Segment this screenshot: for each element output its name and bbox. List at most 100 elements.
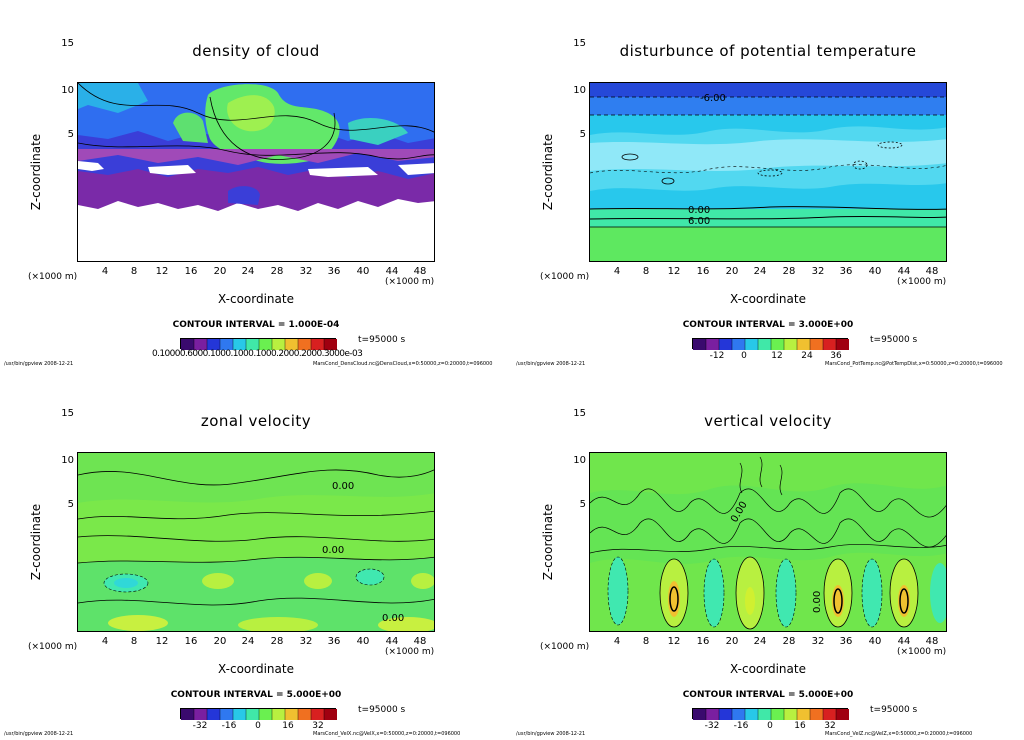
colorbar-segment	[233, 709, 247, 720]
x-tick: 36	[327, 266, 341, 277]
colorbar-segment	[194, 709, 208, 720]
x-tick: 16	[696, 636, 710, 647]
colorbar-gradient	[693, 709, 849, 720]
colorbar-tick: -16	[733, 721, 749, 731]
footer-right: MarsCond_VelZ.nc@VelZ,x=0:50000,z=0:2000…	[825, 731, 973, 737]
x-tick: 20	[213, 266, 227, 277]
heatmap-vertical: 0.00 0.00	[590, 453, 946, 631]
x-tick: 36	[839, 636, 853, 647]
x-tick: 8	[130, 636, 138, 647]
x-unit-right: (×1000 m)	[385, 647, 435, 657]
time-label: t=95000 s	[358, 705, 406, 715]
colorbar-ticks: 0.10000.6000.1000.1000.1000.2000.2000.30…	[152, 349, 363, 359]
x-axis-label: X-coordinate	[218, 292, 294, 306]
x-tick: 44	[897, 266, 911, 277]
x-tick: 32	[811, 266, 825, 277]
y-axis-label: Z-coordinate	[29, 133, 43, 211]
colorbar-segment	[706, 709, 720, 720]
x-tick: 20	[725, 266, 739, 277]
colorbar-tick: -32	[704, 721, 720, 731]
colorbar-segment	[207, 709, 221, 720]
colorbar-segment	[706, 339, 720, 350]
y-tick: 10	[573, 455, 586, 466]
x-tick: 44	[385, 266, 399, 277]
colorbar-tick: 32	[312, 721, 324, 731]
colorbar-segment	[823, 339, 837, 350]
x-unit-right: (×1000 m)	[385, 277, 435, 287]
x-tick: 24	[753, 266, 767, 277]
colorbar-segment	[220, 339, 234, 350]
panel-vertical-velocity: vertical velocity	[512, 370, 1024, 740]
panel-potential-temperature: disturbunce of potential temperature -6.…	[512, 0, 1024, 370]
colorbar-segment	[758, 709, 772, 720]
x-tick: 28	[270, 636, 284, 647]
x-tick: 48	[925, 266, 939, 277]
colorbar	[180, 338, 337, 350]
plot-area	[77, 82, 435, 262]
x-tick: 12	[155, 266, 169, 277]
colorbar	[692, 708, 849, 720]
x-tick: 16	[696, 266, 710, 277]
x-tick: 32	[811, 636, 825, 647]
colorbar-segment	[810, 339, 824, 350]
chart-title: disturbunce of potential temperature	[619, 42, 917, 60]
x-tick: 28	[782, 636, 796, 647]
colorbar-ticks: -32 -16 0 16 32	[692, 721, 848, 733]
colorbar-tick: -12	[709, 351, 725, 361]
x-tick: 4	[101, 266, 109, 277]
contour-label: 0.00	[812, 591, 823, 613]
colorbar-tick: -16	[221, 721, 237, 731]
heatmap-zonal: 0.00 0.00 0.00	[78, 453, 434, 631]
y-axis-label: Z-coordinate	[541, 133, 555, 211]
x-tick: 48	[925, 636, 939, 647]
contour-label: 0.00	[688, 205, 710, 216]
footer-right: MarsCond_VelX.nc@VelX,x=0:50000,z=0:2000…	[313, 731, 461, 737]
colorbar-segment	[311, 709, 325, 720]
y-tick: 10	[61, 455, 74, 466]
colorbar-segment	[298, 709, 312, 720]
colorbar-segment	[797, 339, 811, 350]
colorbar-segment	[272, 709, 286, 720]
colorbar-gradient	[181, 709, 337, 720]
x-unit-left: (×1000 m)	[540, 272, 590, 282]
colorbar-gradient	[693, 339, 849, 350]
colorbar-tick: 0	[741, 351, 747, 361]
x-tick: 16	[184, 266, 198, 277]
x-axis-label: X-coordinate	[730, 662, 806, 676]
y-tick: 5	[67, 499, 74, 510]
x-tick: 44	[897, 636, 911, 647]
x-axis-label: X-coordinate	[730, 292, 806, 306]
colorbar-segment	[784, 709, 798, 720]
contour-interval: CONTOUR INTERVAL = 5.000E+00	[682, 690, 854, 700]
colorbar-segment	[285, 339, 299, 350]
x-tick: 20	[213, 636, 227, 647]
colorbar-segment	[246, 709, 260, 720]
x-tick: 12	[667, 266, 681, 277]
y-tick: 10	[573, 85, 586, 96]
panel-zonal-velocity: zonal velocity 0.00 0.00 0.00	[0, 370, 512, 740]
time-label: t=95000 s	[870, 705, 918, 715]
colorbar-segment	[745, 339, 759, 350]
colorbar-tick: 0	[767, 721, 773, 731]
colorbar-segment	[207, 339, 221, 350]
colorbar-tick: 12	[771, 351, 783, 361]
colorbar-segment	[732, 339, 746, 350]
footer-right: MarsCond_PotTemp.nc@PotTempDist,x=0:5000…	[825, 361, 1003, 367]
time-label: t=95000 s	[870, 335, 918, 345]
y-axis-label: Z-coordinate	[541, 503, 555, 581]
colorbar-ticks: -12 0 12 24 36	[692, 351, 848, 363]
colorbar-segment	[220, 709, 234, 720]
colorbar-segment	[285, 709, 299, 720]
colorbar-segment	[194, 339, 208, 350]
x-tick: 40	[356, 266, 370, 277]
y-tick: 10	[61, 85, 74, 96]
colorbar-segment	[797, 709, 811, 720]
colorbar-segment	[823, 709, 837, 720]
contour-interval: CONTOUR INTERVAL = 3.000E+00	[682, 320, 854, 330]
y-tick: 5	[67, 129, 74, 140]
contour-label: 0.00	[382, 613, 404, 624]
colorbar-segment	[745, 709, 759, 720]
colorbar-tick: 16	[282, 721, 294, 731]
colorbar	[692, 338, 849, 350]
time-label: t=95000 s	[358, 335, 406, 345]
